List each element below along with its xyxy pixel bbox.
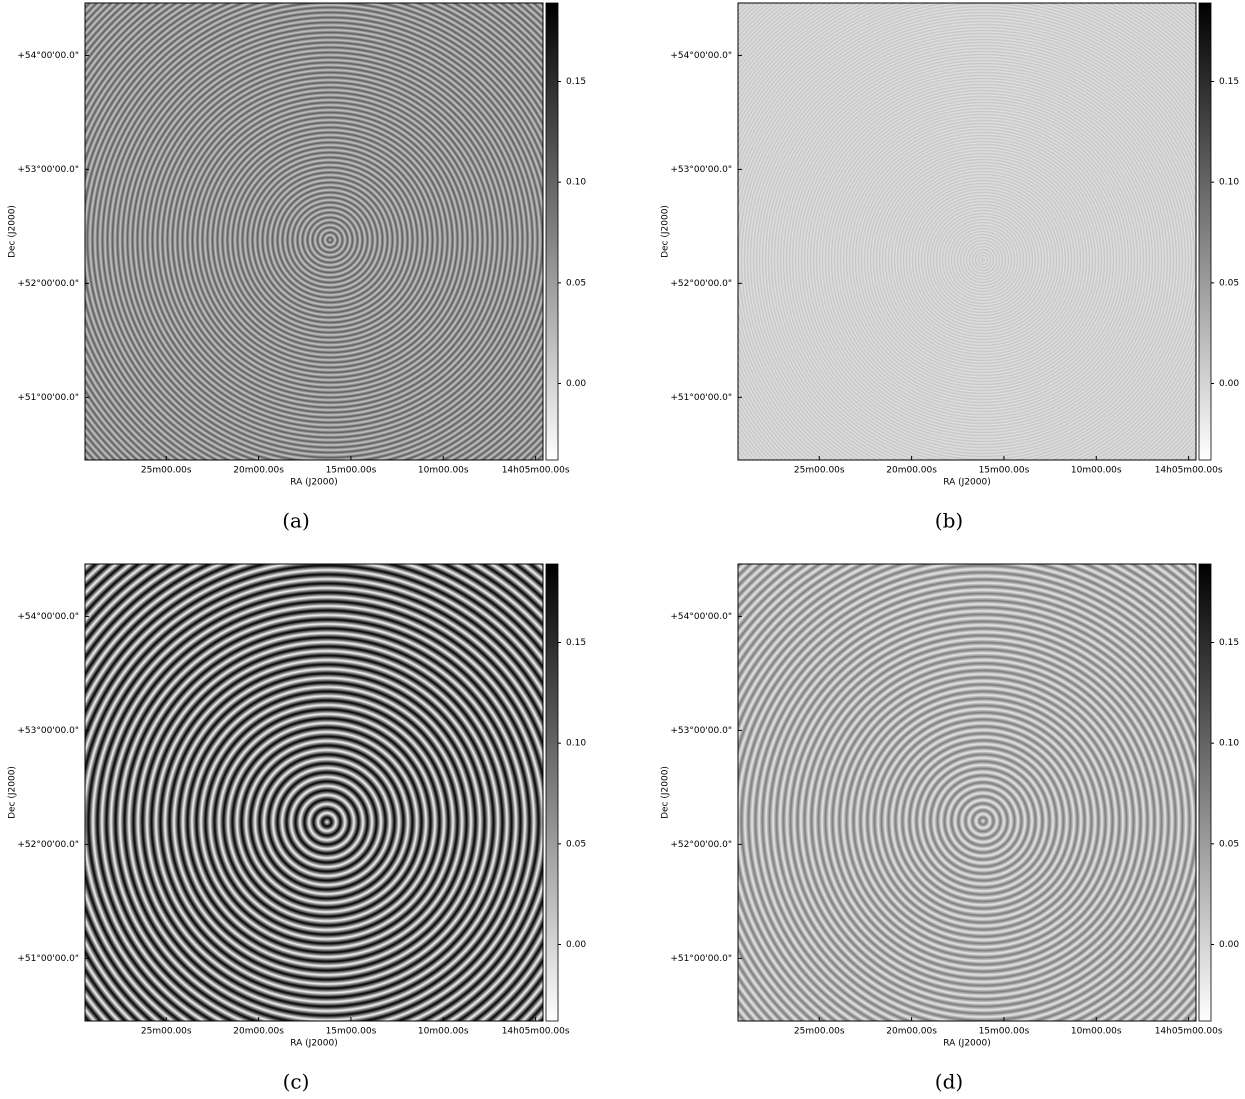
colorbar-tick-label: 0.10	[1219, 739, 1239, 749]
y-tick-label: +54°00'00.0"	[670, 612, 732, 622]
colorbar	[545, 563, 559, 1022]
x-tick-label: 25m00.00s	[141, 466, 192, 476]
x-tick-label: 15m00.00s	[326, 466, 377, 476]
sky-image	[84, 563, 544, 1022]
y-tick-label: +53°00'00.0"	[17, 165, 79, 175]
y-tick-label: +51°00'00.0"	[17, 954, 79, 964]
y-tick-label: +53°00'00.0"	[670, 726, 732, 736]
x-tick-label: 14h05m00.00s	[1155, 466, 1223, 476]
panel: 25m00.00s 20m00.00s 15m00.00s 10m00.00s 14h0…	[8, 563, 586, 1094]
colorbar-tick-label: 0.00	[566, 379, 586, 389]
x-tick-label: 20m00.00s	[886, 1027, 937, 1037]
panel: 25m00.00s 20m00.00s 15m00.00s 10m00.00s 14h0…	[661, 563, 1239, 1094]
y-tick-label: +54°00'00.0"	[17, 612, 79, 622]
y-tick-label: +51°00'00.0"	[670, 954, 732, 964]
caption: (c)	[283, 1070, 310, 1094]
x-tick-label: 10m00.00s	[418, 466, 469, 476]
y-axis-label: Dec (J2000)	[661, 766, 671, 819]
y-tick-label: +52°00'00.0"	[670, 840, 732, 850]
y-axis-label: Dec (J2000)	[8, 766, 18, 819]
sky-image	[737, 2, 1197, 461]
y-tick-label: +54°00'00.0"	[670, 51, 732, 61]
y-tick-label: +53°00'00.0"	[17, 726, 79, 736]
x-tick-label: 20m00.00s	[233, 466, 284, 476]
x-axis-label: RA (J2000)	[943, 1039, 991, 1049]
x-tick-label: 25m00.00s	[794, 1027, 845, 1037]
x-tick-label: 14h05m00.00s	[502, 466, 570, 476]
y-tick-label: +52°00'00.0"	[17, 279, 79, 289]
colorbar-tick-label: 0.10	[1219, 178, 1239, 188]
panel: 25m00.00s 20m00.00s 15m00.00s 10m00.00s 14h0…	[661, 2, 1239, 533]
x-tick-label: 20m00.00s	[886, 466, 937, 476]
y-axis-label: Dec (J2000)	[8, 205, 18, 258]
y-tick-label: +52°00'00.0"	[670, 279, 732, 289]
caption: (a)	[282, 509, 310, 533]
x-tick-label: 14h05m00.00s	[1155, 1027, 1223, 1037]
caption: (d)	[935, 1070, 963, 1094]
colorbar-tick-label: 0.00	[1219, 940, 1239, 950]
x-tick-label: 20m00.00s	[233, 1027, 284, 1037]
sky-image	[84, 2, 544, 461]
colorbar-tick-label: 0.05	[1219, 278, 1239, 288]
colorbar-tick-label: 0.05	[566, 839, 586, 849]
x-tick-label: 15m00.00s	[979, 466, 1030, 476]
x-axis-label: RA (J2000)	[290, 478, 338, 488]
colorbar-tick-label: 0.00	[566, 940, 586, 950]
x-axis-label: RA (J2000)	[943, 478, 991, 488]
y-tick-label: +53°00'00.0"	[670, 165, 732, 175]
y-tick-label: +54°00'00.0"	[17, 51, 79, 61]
y-tick-label: +52°00'00.0"	[17, 840, 79, 850]
x-tick-label: 25m00.00s	[141, 1027, 192, 1037]
y-tick-label: +51°00'00.0"	[17, 393, 79, 403]
colorbar	[1198, 2, 1212, 461]
colorbar-tick-label: 0.10	[566, 178, 586, 188]
x-tick-label: 14h05m00.00s	[502, 1027, 570, 1037]
x-tick-label: 10m00.00s	[1071, 1027, 1122, 1037]
x-tick-label: 10m00.00s	[1071, 466, 1122, 476]
x-axis-label: RA (J2000)	[290, 1039, 338, 1049]
y-axis-label: Dec (J2000)	[661, 205, 671, 258]
colorbar-tick-label: 0.15	[1219, 77, 1239, 87]
x-tick-label: 10m00.00s	[418, 1027, 469, 1037]
sky-image	[737, 563, 1197, 1022]
x-tick-label: 15m00.00s	[326, 1027, 377, 1037]
colorbar-tick-label: 0.00	[1219, 379, 1239, 389]
colorbar-tick-label: 0.15	[1219, 638, 1239, 648]
x-tick-label: 25m00.00s	[794, 466, 845, 476]
colorbar-tick-label: 0.10	[566, 739, 586, 749]
colorbar-tick-label: 0.15	[566, 77, 586, 87]
panel: 25m00.00s 20m00.00s 15m00.00s 10m00.00s 14h0…	[8, 2, 586, 533]
y-tick-label: +51°00'00.0"	[670, 393, 732, 403]
colorbar-tick-label: 0.15	[566, 638, 586, 648]
colorbar-tick-label: 0.05	[566, 278, 586, 288]
colorbar	[545, 2, 559, 461]
x-tick-label: 15m00.00s	[979, 1027, 1030, 1037]
colorbar	[1198, 563, 1212, 1022]
colorbar-tick-label: 0.05	[1219, 839, 1239, 849]
caption: (b)	[935, 509, 963, 533]
